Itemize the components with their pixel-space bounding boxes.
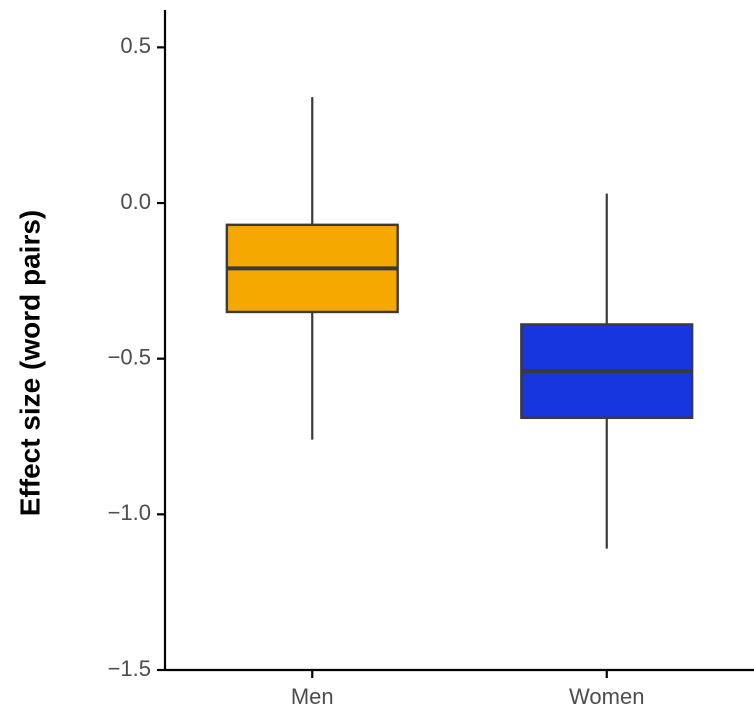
y-tick-label: 0.0 <box>120 189 151 214</box>
y-tick-label: −1.5 <box>108 656 151 681</box>
plot-svg: −1.5 −1.0 −0.5 0.0 0.5 Men Women <box>0 0 754 726</box>
x-tick-label: Women <box>569 684 644 709</box>
y-tick-label: −1.0 <box>108 500 151 525</box>
y-axis-label: Effect size (word pairs) <box>15 210 47 517</box>
y-tick-label: 0.5 <box>120 33 151 58</box>
x-tick-label: Men <box>291 684 334 709</box>
boxplot-chart: Effect size (word pairs) −1.5 −1.0 −0.5 0.0… <box>0 0 754 726</box>
y-tick-label: −0.5 <box>108 344 151 369</box>
